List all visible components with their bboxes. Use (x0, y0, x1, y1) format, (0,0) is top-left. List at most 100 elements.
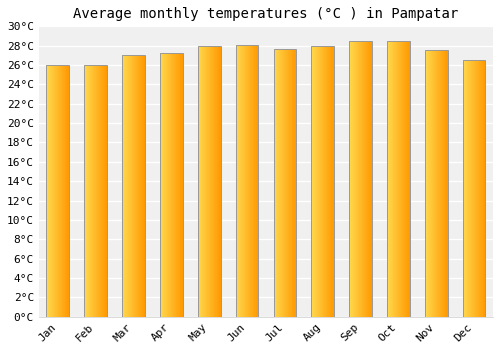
Bar (131, 55, 132, 317)
Bar (86, 65, 87, 317)
Bar (284, 49, 285, 317)
Bar (62, 65, 63, 317)
Bar (290, 49, 291, 317)
Bar (483, 60, 484, 317)
Bar (442, 50, 443, 317)
Bar (176, 54, 177, 317)
Bar (470, 60, 472, 317)
Bar (256, 45, 257, 317)
Bar (244, 45, 246, 317)
Bar (212, 46, 213, 317)
Bar (361, 41, 362, 317)
Bar (395, 41, 396, 317)
Bar (469, 60, 470, 317)
Bar (293, 49, 294, 317)
Bar (425, 50, 426, 317)
Bar (61, 65, 62, 317)
Bar (349, 41, 350, 317)
Bar (275, 49, 276, 317)
Bar (164, 54, 165, 317)
Bar (367, 41, 368, 317)
Bar (48, 65, 49, 317)
Bar (295, 49, 296, 317)
Bar (369, 41, 370, 317)
Bar (53, 65, 54, 317)
Bar (399, 41, 400, 317)
Bar (54, 65, 55, 317)
Bar (427, 50, 428, 317)
Bar (160, 54, 161, 317)
Bar (59, 65, 60, 317)
Bar (137, 55, 138, 317)
Bar (242, 45, 243, 317)
Bar (218, 46, 219, 317)
Bar (209, 46, 210, 317)
Bar (167, 54, 168, 317)
Bar (216, 46, 217, 317)
Bar (138, 55, 139, 317)
Bar (432, 50, 433, 317)
Bar (170, 54, 172, 317)
Bar (66, 65, 67, 317)
Bar (291, 49, 292, 317)
Bar (463, 60, 485, 317)
Bar (140, 55, 141, 317)
Bar (317, 46, 318, 317)
Bar (125, 55, 126, 317)
Bar (314, 46, 315, 317)
Bar (213, 46, 214, 317)
Bar (476, 60, 477, 317)
Bar (352, 41, 353, 317)
Bar (127, 55, 128, 317)
Bar (440, 50, 441, 317)
Bar (239, 45, 240, 317)
Bar (356, 41, 357, 317)
Bar (333, 46, 334, 317)
Bar (174, 54, 176, 317)
Bar (251, 45, 252, 317)
Bar (394, 41, 395, 317)
Bar (68, 65, 69, 317)
Bar (325, 46, 326, 317)
Bar (465, 60, 466, 317)
Bar (368, 41, 369, 317)
Bar (279, 49, 280, 317)
Bar (330, 46, 331, 317)
Bar (173, 54, 174, 317)
Bar (205, 46, 206, 317)
Bar (392, 41, 394, 317)
Bar (246, 45, 247, 317)
Bar (104, 65, 105, 317)
Bar (84, 65, 85, 317)
Bar (389, 41, 390, 317)
Bar (122, 55, 145, 317)
Bar (446, 50, 447, 317)
Bar (128, 55, 129, 317)
Bar (360, 41, 361, 317)
Bar (210, 46, 211, 317)
Bar (463, 60, 464, 317)
Bar (481, 60, 482, 317)
Bar (398, 41, 399, 317)
Bar (50, 65, 51, 317)
Bar (362, 41, 363, 317)
Bar (478, 60, 479, 317)
Bar (130, 55, 131, 317)
Bar (289, 49, 290, 317)
Bar (322, 46, 324, 317)
Bar (207, 46, 208, 317)
Bar (439, 50, 440, 317)
Bar (387, 41, 410, 317)
Bar (328, 46, 329, 317)
Bar (315, 46, 316, 317)
Bar (102, 65, 103, 317)
Bar (292, 49, 293, 317)
Bar (468, 60, 469, 317)
Bar (287, 49, 288, 317)
Bar (58, 65, 59, 317)
Bar (236, 45, 258, 317)
Bar (99, 65, 100, 317)
Bar (406, 41, 407, 317)
Bar (326, 46, 328, 317)
Bar (243, 45, 244, 317)
